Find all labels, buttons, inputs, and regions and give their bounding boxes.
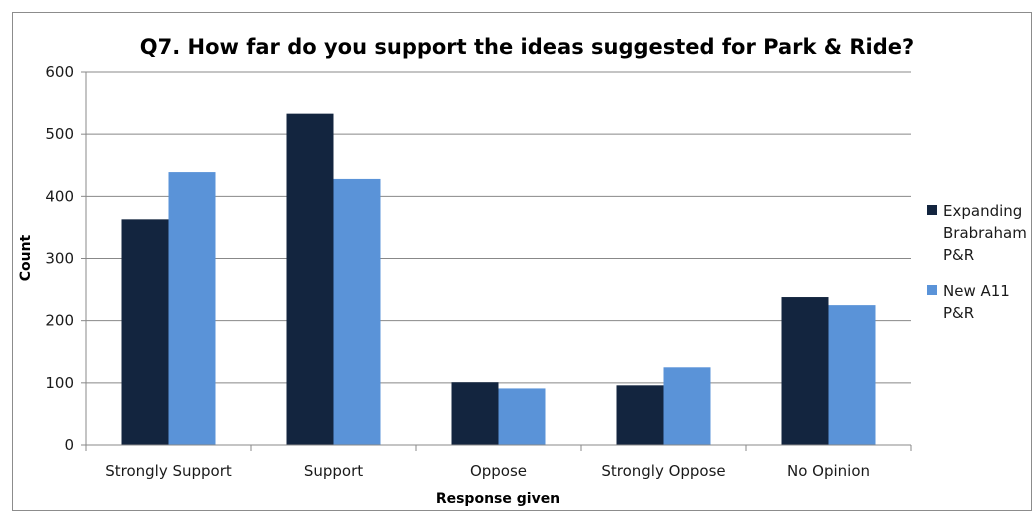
axes	[81, 71, 912, 451]
bar-new-a11-1	[333, 178, 381, 445]
legend-label: New A11	[943, 282, 1010, 300]
bar-expanding-brabraham-2	[451, 382, 499, 445]
x-tick-label: Support	[304, 462, 363, 480]
bar-new-a11-3	[663, 367, 711, 445]
bar-new-a11-4	[828, 305, 876, 445]
legend-label: P&R	[943, 304, 974, 322]
legend: Expanding Brabraham P&R New A11 P&R	[927, 202, 1027, 322]
y-tick-label: 100	[45, 374, 74, 392]
x-axis-title: Response given	[436, 491, 560, 507]
bar-new-a11-2	[498, 388, 546, 445]
bar-expanding-brabraham-4	[781, 297, 829, 445]
legend-swatch	[927, 285, 937, 295]
legend-swatch	[927, 205, 937, 215]
y-tick-label: 0	[64, 436, 74, 454]
y-axis-title: Count	[18, 234, 34, 281]
x-tick-label: Strongly Support	[105, 462, 232, 480]
gridlines	[86, 71, 911, 384]
legend-label: P&R	[943, 246, 974, 264]
y-tick-labels: 0 100 200 300 400 500 600	[45, 63, 74, 454]
x-tick-label: Strongly Oppose	[601, 462, 725, 480]
y-tick-label: 300	[45, 250, 74, 268]
legend-label: Expanding	[943, 202, 1022, 220]
legend-label: Brabraham	[943, 224, 1027, 242]
y-tick-label: 400	[45, 187, 74, 205]
bar-expanding-brabraham-0	[121, 219, 169, 445]
bars	[121, 113, 876, 446]
x-tick-label: No Opinion	[787, 462, 870, 480]
y-tick-label: 600	[45, 63, 74, 81]
chart-title: Q7. How far do you support the ideas sug…	[140, 35, 914, 59]
bar-expanding-brabraham-1	[286, 113, 334, 445]
bar-new-a11-0	[168, 172, 216, 446]
x-tick-labels: Strongly Support Support Oppose Strongly Op…	[105, 462, 870, 480]
bar-expanding-brabraham-3	[616, 385, 664, 445]
x-tick-label: Oppose	[470, 462, 527, 480]
y-tick-label: 500	[45, 125, 74, 143]
y-tick-label: 200	[45, 312, 74, 330]
